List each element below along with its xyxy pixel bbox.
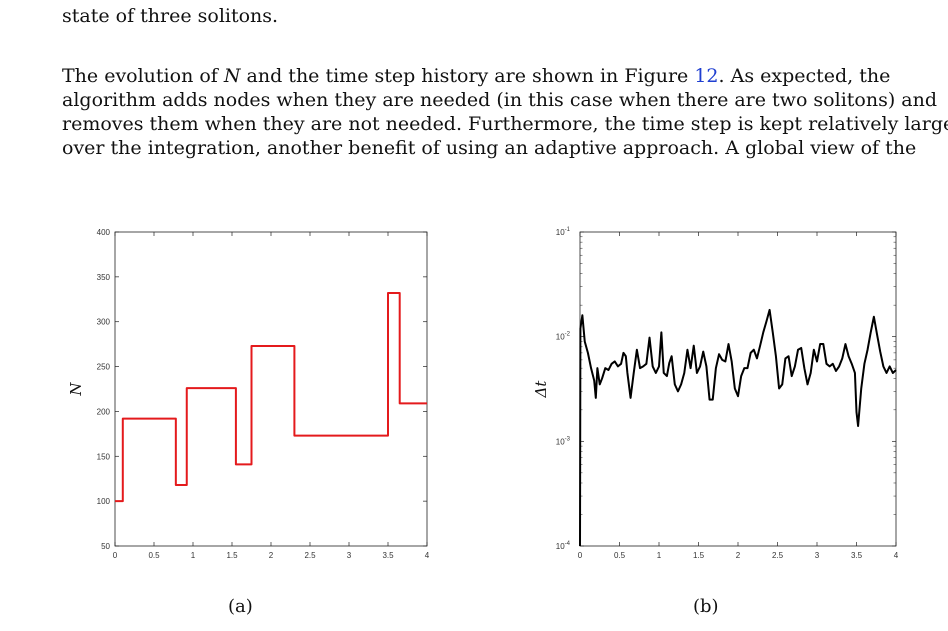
x-tick-label: 0 (578, 551, 583, 560)
x-tick-label: 1.5 (693, 551, 705, 560)
variable-n: N (223, 65, 241, 87)
x-tick-label: 1 (191, 551, 196, 560)
x-tick-label: 4 (894, 551, 899, 560)
figure-panel-a: 0 0.5 1 1.5 2 2.5 3 3.5 4 50 100 150 200 250 300 350 400… (52, 222, 442, 581)
y-tick-label: 300 (97, 318, 111, 327)
x-tick-label: 3 (347, 551, 352, 560)
paragraph-line-4: over the integration, another benefit of… (62, 137, 917, 159)
x-tick-label: 2 (736, 551, 741, 560)
x-tick-label: 2.5 (304, 551, 316, 560)
y-tick-label: 200 (97, 407, 111, 416)
x-tick-label: 1.5 (226, 551, 238, 560)
paragraph-line-2: algorithm adds nodes when they are neede… (62, 89, 938, 111)
y-tick-label: 10-3 (556, 436, 571, 446)
plot-frame (114, 231, 428, 547)
text-segment: The evolution of (62, 65, 224, 87)
y-tick-exponent: -2 (565, 332, 571, 338)
y-axis-label: Δt (532, 380, 550, 399)
text-line: state of three solitons. (62, 5, 279, 27)
paragraph-line-1: The evolution of N and the time step his… (62, 64, 890, 88)
plot-frame (579, 231, 897, 547)
series-line (115, 292, 427, 503)
y-tick-label: 250 (97, 363, 111, 372)
x-tick-label: 1 (657, 551, 662, 560)
y-tick-label: 150 (97, 452, 111, 461)
y-tick-base: 10 (556, 333, 565, 342)
y-tick-label: 350 (97, 273, 111, 282)
x-tick-label: 3.5 (382, 551, 394, 560)
y-tick-label: 50 (101, 542, 110, 551)
x-tick-label: 3 (815, 551, 820, 560)
x-tick-label: 2.5 (772, 551, 784, 560)
figure-reference-link[interactable]: 12 (694, 65, 719, 87)
text-segment: and the time step history are shown in F… (240, 65, 695, 87)
y-tick-base: 10 (556, 542, 565, 551)
x-tick-label: 0.5 (614, 551, 626, 560)
paragraph-line-3: removes them when they are not needed. F… (62, 113, 948, 135)
y-tick-label: 10-1 (556, 227, 571, 237)
text-top-line: state of three solitons. (62, 4, 886, 28)
x-tick-label: 2 (269, 551, 274, 560)
y-tick-label: 10-4 (556, 541, 571, 551)
y-tick-exponent: -1 (565, 227, 571, 233)
paragraph: The evolution of N and the time step his… (62, 64, 948, 160)
y-tick-label: 10-2 (556, 332, 571, 342)
y-tick-base: 10 (556, 228, 565, 237)
y-tick-label: 400 (97, 228, 111, 237)
x-tick-label: 3.5 (851, 551, 863, 560)
caption-b: (b) (693, 596, 719, 617)
text-segment: . As expected, the (718, 65, 891, 87)
chart-a: 0 0.5 1 1.5 2 2.5 3 3.5 4 50 100 150 200 250 300 350 400… (67, 228, 430, 581)
y-tick-exponent: -4 (565, 541, 571, 547)
y-tick-label: 100 (97, 497, 111, 506)
y-axis-label: N (67, 382, 85, 397)
x-tick-label: 0 (113, 551, 118, 560)
y-tick-exponent: -3 (565, 436, 571, 442)
series-line (579, 308, 897, 547)
y-tick-base: 10 (556, 437, 565, 446)
caption-a: (a) (228, 596, 253, 617)
x-tick-label: 0.5 (148, 551, 160, 560)
x-tick-label: 4 (425, 551, 430, 560)
